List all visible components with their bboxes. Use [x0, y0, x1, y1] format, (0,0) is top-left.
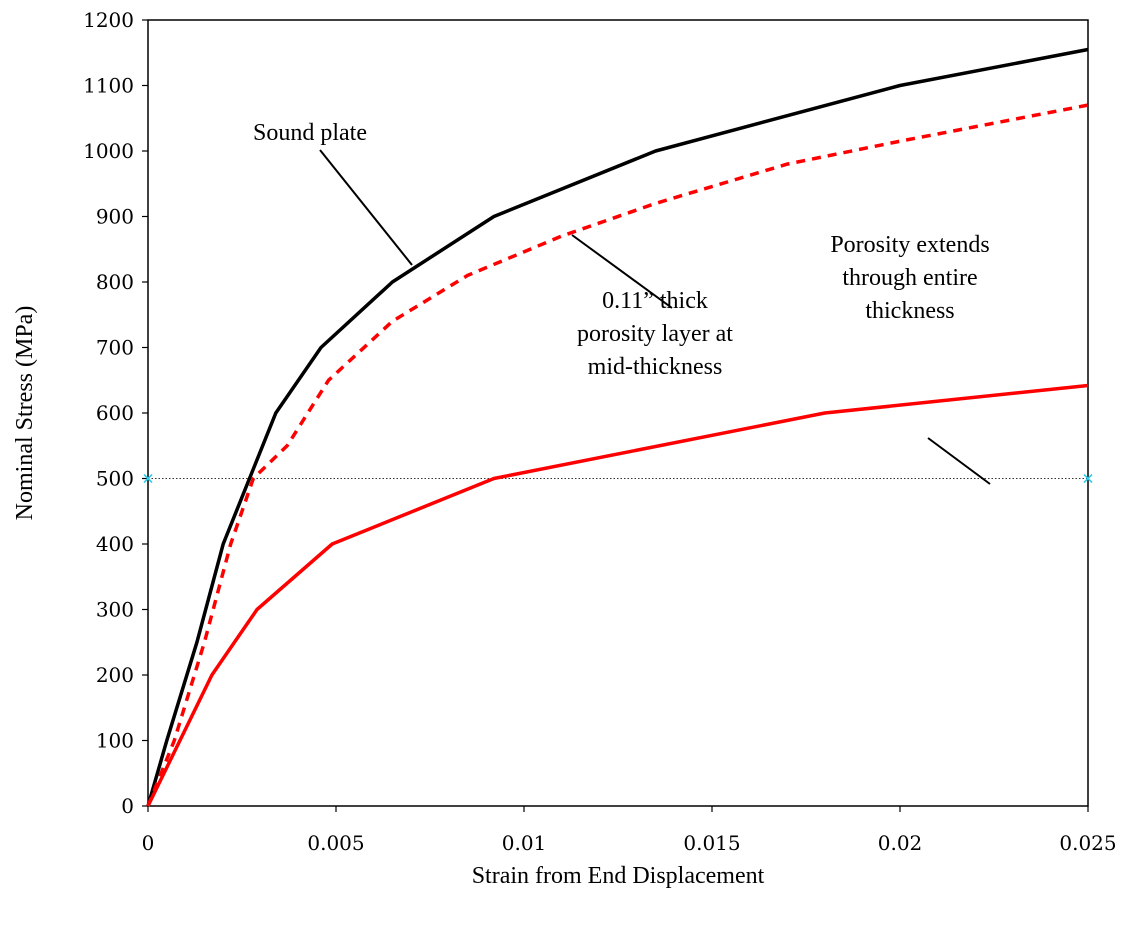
annotation-text: porosity layer at	[577, 321, 733, 347]
x-tick-label: 0.01	[502, 831, 547, 855]
annotation-leader	[571, 234, 673, 309]
y-tick-label: 400	[96, 532, 134, 556]
annotation-text: Sound plate	[253, 120, 367, 146]
x-axis-ticks: 0 0.005 0.01 0.015 0.02 0.025	[142, 806, 1117, 855]
annotations: Sound plate 0.11” thick porosity layer at m…	[253, 120, 990, 380]
y-tick-label: 300	[96, 598, 134, 622]
x-tick-label: 0	[142, 831, 155, 855]
annotation-text: thickness	[865, 298, 954, 324]
x-axis-title: Strain from End Displacement	[472, 863, 765, 889]
reference-marker	[143, 473, 153, 484]
y-tick-label: 600	[96, 401, 134, 425]
series-line	[146, 103, 1089, 807]
x-tick-label: 0.015	[683, 831, 740, 855]
series-line	[146, 47, 1089, 807]
reference-marker	[1083, 473, 1093, 484]
series-layer	[146, 47, 1089, 807]
annotation-text: Porosity extends	[830, 232, 989, 258]
y-tick-label: 0	[121, 794, 134, 818]
annotation-leaders	[319, 149, 991, 485]
y-tick-label: 700	[96, 336, 134, 360]
annotation-text: 0.11” thick	[602, 288, 708, 314]
y-tick-label: 500	[96, 467, 134, 491]
reference-line-group	[143, 473, 1093, 484]
y-axis-title: Nominal Stress (MPa)	[12, 306, 38, 521]
annotation-leader	[927, 437, 991, 485]
x-tick-label: 0.02	[878, 831, 923, 855]
y-tick-label: 1100	[83, 74, 134, 98]
y-tick-label: 900	[96, 205, 134, 229]
y-tick-label: 1000	[83, 139, 134, 163]
x-tick-label: 0.005	[307, 831, 364, 855]
x-tick-label: 0.025	[1059, 831, 1116, 855]
y-tick-label: 100	[96, 729, 134, 753]
annotation-text: through entire	[842, 265, 977, 291]
plot-area	[147, 19, 1089, 807]
y-tick-label: 200	[96, 663, 134, 687]
series-line	[146, 383, 1089, 807]
annotation-leader	[319, 149, 413, 266]
annotation-text: mid-thickness	[588, 354, 723, 380]
y-axis-ticks: 0 100 200 300 400 500 600 700 800 900 1000 1100 1200	[83, 8, 148, 818]
y-tick-label: 800	[96, 270, 134, 294]
y-tick-label: 1200	[83, 8, 134, 32]
